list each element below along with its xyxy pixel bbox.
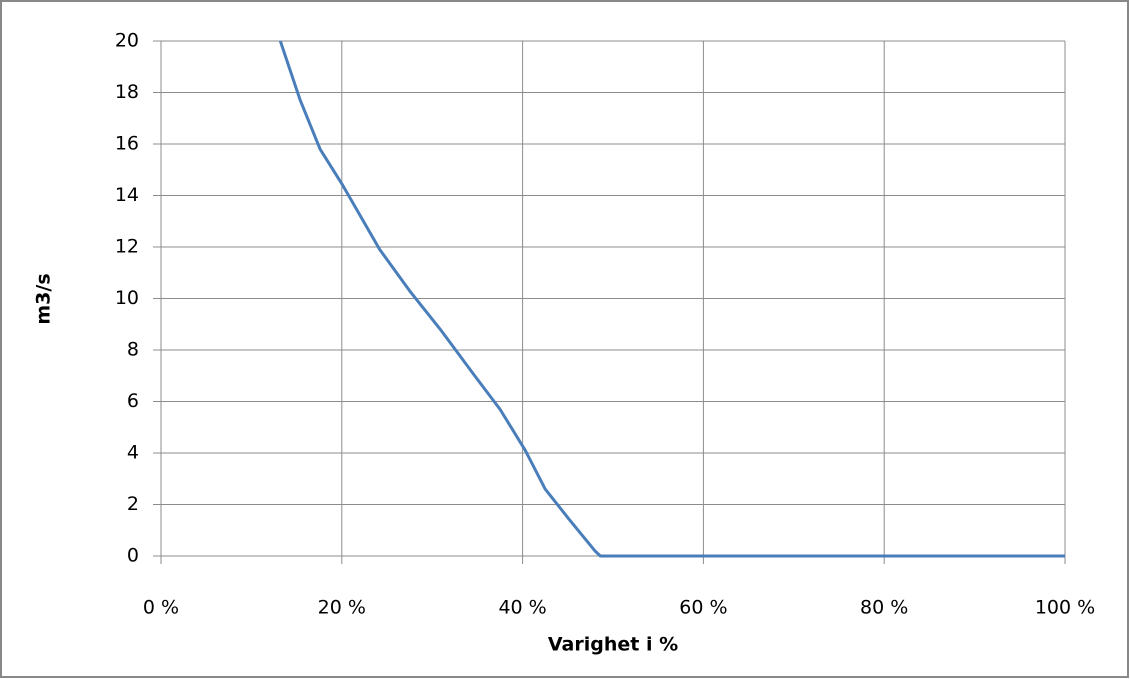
x-tick-label: 40 % [498,597,546,619]
y-tick-label: 14 [115,184,139,206]
y-axis-title: m3/s [33,273,55,324]
y-tick-label: 18 [115,81,139,103]
y-tick-label: 20 [115,30,139,52]
y-tick-label: 6 [127,390,139,412]
y-tick-label: 2 [127,493,139,515]
y-tick-label: 8 [127,339,139,361]
x-tick-label: 80 % [860,597,908,619]
x-tick-label: 100 % [1035,597,1095,619]
y-tick-label: 12 [115,236,139,258]
y-tick-label: 4 [127,442,139,464]
data-line [278,40,1065,558]
y-tick-label: 10 [115,287,139,309]
y-tick-label: 0 [127,545,139,567]
y-tick-label: 16 [115,133,139,155]
x-tick-label: 60 % [679,597,727,619]
x-tick-label: 20 % [318,597,366,619]
x-tick-label: 0 % [143,597,179,619]
x-axis-title: Varighet i % [548,634,678,656]
